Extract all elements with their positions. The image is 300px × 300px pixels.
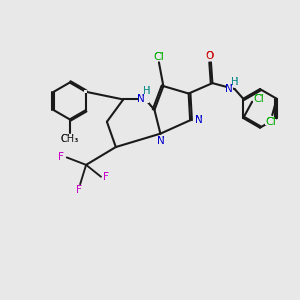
FancyBboxPatch shape [153,54,165,60]
Text: N: N [195,115,203,125]
FancyBboxPatch shape [139,96,149,103]
Text: Cl: Cl [253,94,264,104]
Text: F: F [58,152,64,162]
Text: N: N [226,84,233,94]
FancyBboxPatch shape [143,88,149,94]
FancyBboxPatch shape [226,86,233,92]
FancyBboxPatch shape [84,90,87,93]
Text: N: N [226,84,233,94]
Text: CH₃: CH₃ [61,134,79,144]
Text: F: F [58,152,64,162]
Text: F: F [76,185,82,195]
Text: H: H [231,76,238,87]
FancyBboxPatch shape [103,174,110,179]
FancyBboxPatch shape [206,54,212,59]
Text: CH₃: CH₃ [61,134,79,144]
Text: F: F [103,172,109,182]
Text: H: H [143,86,150,96]
Text: Cl: Cl [154,52,164,62]
Text: Cl: Cl [265,117,276,127]
FancyBboxPatch shape [253,96,264,102]
FancyBboxPatch shape [75,188,82,193]
Text: H: H [231,76,238,87]
FancyBboxPatch shape [58,155,65,160]
FancyBboxPatch shape [265,118,276,124]
Text: Cl: Cl [253,94,264,104]
Text: N: N [137,94,145,104]
Text: N: N [137,94,145,104]
FancyBboxPatch shape [232,79,237,84]
Text: N: N [157,136,164,146]
Text: N: N [195,115,203,125]
Text: F: F [76,185,82,195]
FancyBboxPatch shape [157,138,164,144]
Text: Cl: Cl [154,52,164,62]
Text: Cl: Cl [265,117,276,127]
Text: F: F [103,172,109,182]
FancyBboxPatch shape [64,136,76,142]
FancyBboxPatch shape [195,118,203,123]
Text: O: O [205,51,214,62]
Text: O: O [205,51,214,62]
Text: H: H [143,86,150,96]
Text: N: N [157,136,164,146]
